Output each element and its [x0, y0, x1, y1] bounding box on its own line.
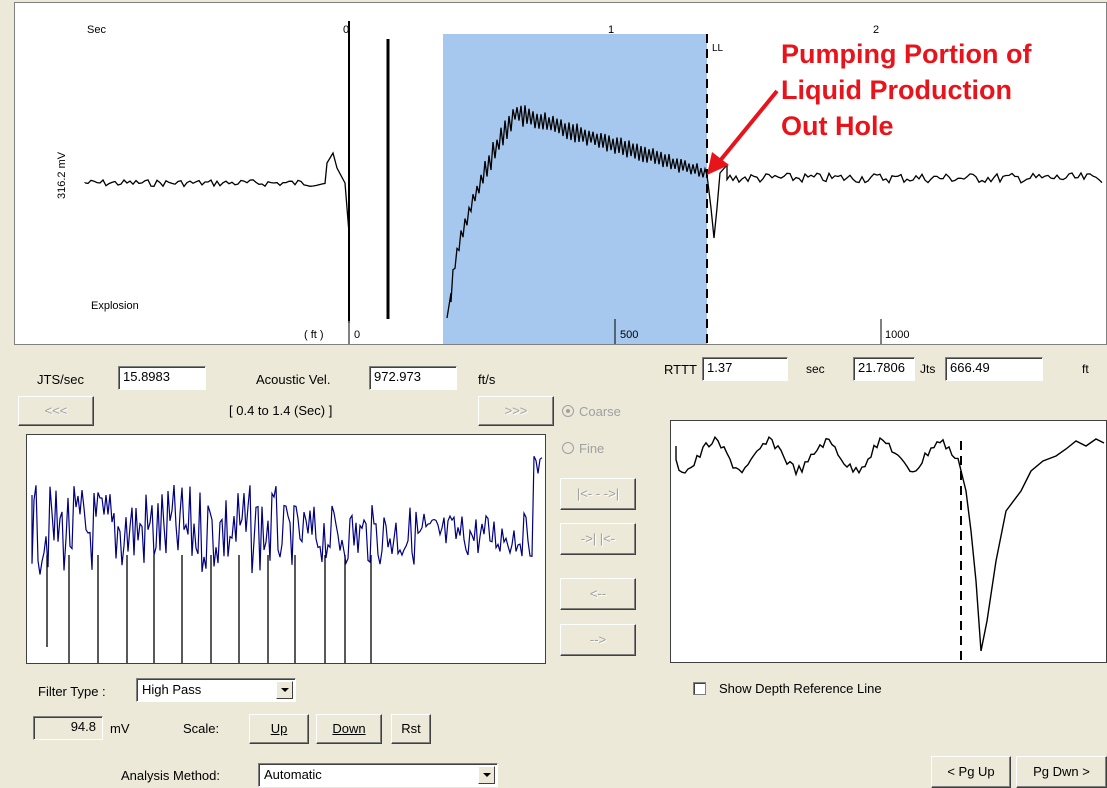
filtered-signal-trace [31, 455, 543, 575]
shift-left-button[interactable]: <-- [560, 578, 636, 610]
joint-markers [46, 555, 372, 663]
jts-per-sec-field[interactable]: 15.8983 [118, 366, 206, 390]
ft-tick-500: 500 [620, 329, 638, 341]
acoustic-vel-label: Acoustic Vel. [256, 372, 331, 387]
next-window-button[interactable]: >>> [478, 396, 554, 426]
annotation-line-3: Out Hole [781, 111, 894, 141]
ft-axis-label: ( ft ) [304, 329, 324, 341]
acoustic-trace-plot: Sec 0 1 2 LL 316.2 mV Explosion ( ft ) 0… [14, 2, 1107, 345]
scale-mv-unit: mV [110, 721, 130, 736]
scale-reset-button[interactable]: Rst [391, 714, 431, 744]
rttt-sec-unit: sec [806, 362, 825, 376]
chevron-down-icon[interactable] [276, 681, 293, 699]
coarse-radio[interactable] [562, 405, 574, 417]
page-up-button[interactable]: < Pg Up [931, 756, 1011, 788]
explosion-label: Explosion [91, 300, 139, 312]
scale-down-button[interactable]: Down [316, 714, 382, 744]
annotation-line-1: Pumping Portion of [781, 39, 1032, 69]
acoustic-signal-trace [84, 105, 1103, 323]
ll-marker-label: LL [712, 43, 724, 54]
acoustic-unit: ft/s [478, 372, 496, 387]
coarse-label: Coarse [579, 404, 621, 419]
show-depth-label: Show Depth Reference Line [719, 681, 882, 696]
filtered-trace-plot [26, 434, 546, 664]
filter-type-label: Filter Type : [38, 684, 106, 699]
analysis-method-value: Automatic [264, 767, 322, 782]
fine-radio[interactable] [562, 442, 574, 454]
acoustic-vel-field[interactable]: 972.973 [369, 366, 457, 390]
annotation-arrow [707, 89, 779, 175]
sec-tick-0: 0 [343, 24, 349, 36]
sec-tick-1: 1 [608, 24, 614, 36]
sec-tick-2: 2 [873, 24, 879, 36]
rttt-field[interactable]: 1.37 [702, 357, 788, 381]
scale-label: Scale: [183, 721, 220, 736]
scale-mv-field: 94.8 [33, 716, 103, 740]
joints-unit: Jts [920, 362, 936, 376]
jts-label: JTS/sec [37, 372, 84, 387]
expand-button[interactable]: |<- - ->| [560, 478, 636, 510]
liquid-level-zoom-plot [670, 420, 1107, 663]
sec-axis-label: Sec [87, 24, 106, 36]
rttt-label: RTTT [664, 362, 697, 377]
filter-type-value: High Pass [142, 682, 202, 697]
scale-up-button[interactable]: Up [249, 714, 309, 744]
ft-tick-0: 0 [354, 329, 360, 341]
zoom-signal-trace [675, 435, 1105, 652]
shift-right-button[interactable]: --> [560, 624, 636, 656]
analysis-method-label: Analysis Method: [121, 768, 220, 783]
show-depth-checkbox[interactable] [693, 682, 706, 695]
scale-down-label: Down [332, 721, 366, 736]
ft-tick-1000: 1000 [885, 329, 909, 341]
joints-field[interactable]: 21.7806 [853, 357, 915, 381]
time-range-label: [ 0.4 to 1.4 (Sec) ] [229, 403, 333, 418]
liquid-level-highlight [443, 34, 707, 344]
scale-up-label: Up [270, 721, 288, 736]
page-down-button[interactable]: Pg Dwn > [1016, 756, 1107, 788]
chevron-down-icon[interactable] [478, 766, 495, 784]
annotation-line-2: Liquid Production [781, 75, 1012, 105]
y-axis-label: 316.2 mV [56, 151, 68, 199]
fine-label: Fine [579, 441, 605, 456]
depth-ft-field[interactable]: 666.49 [945, 357, 1043, 381]
shrink-button[interactable]: ->| |<- [560, 523, 636, 555]
depth-ft-unit: ft [1082, 362, 1089, 376]
prev-window-button[interactable]: <<< [18, 396, 94, 426]
filter-type-select[interactable]: High Pass [136, 678, 296, 702]
analysis-method-select[interactable]: Automatic [258, 763, 498, 787]
